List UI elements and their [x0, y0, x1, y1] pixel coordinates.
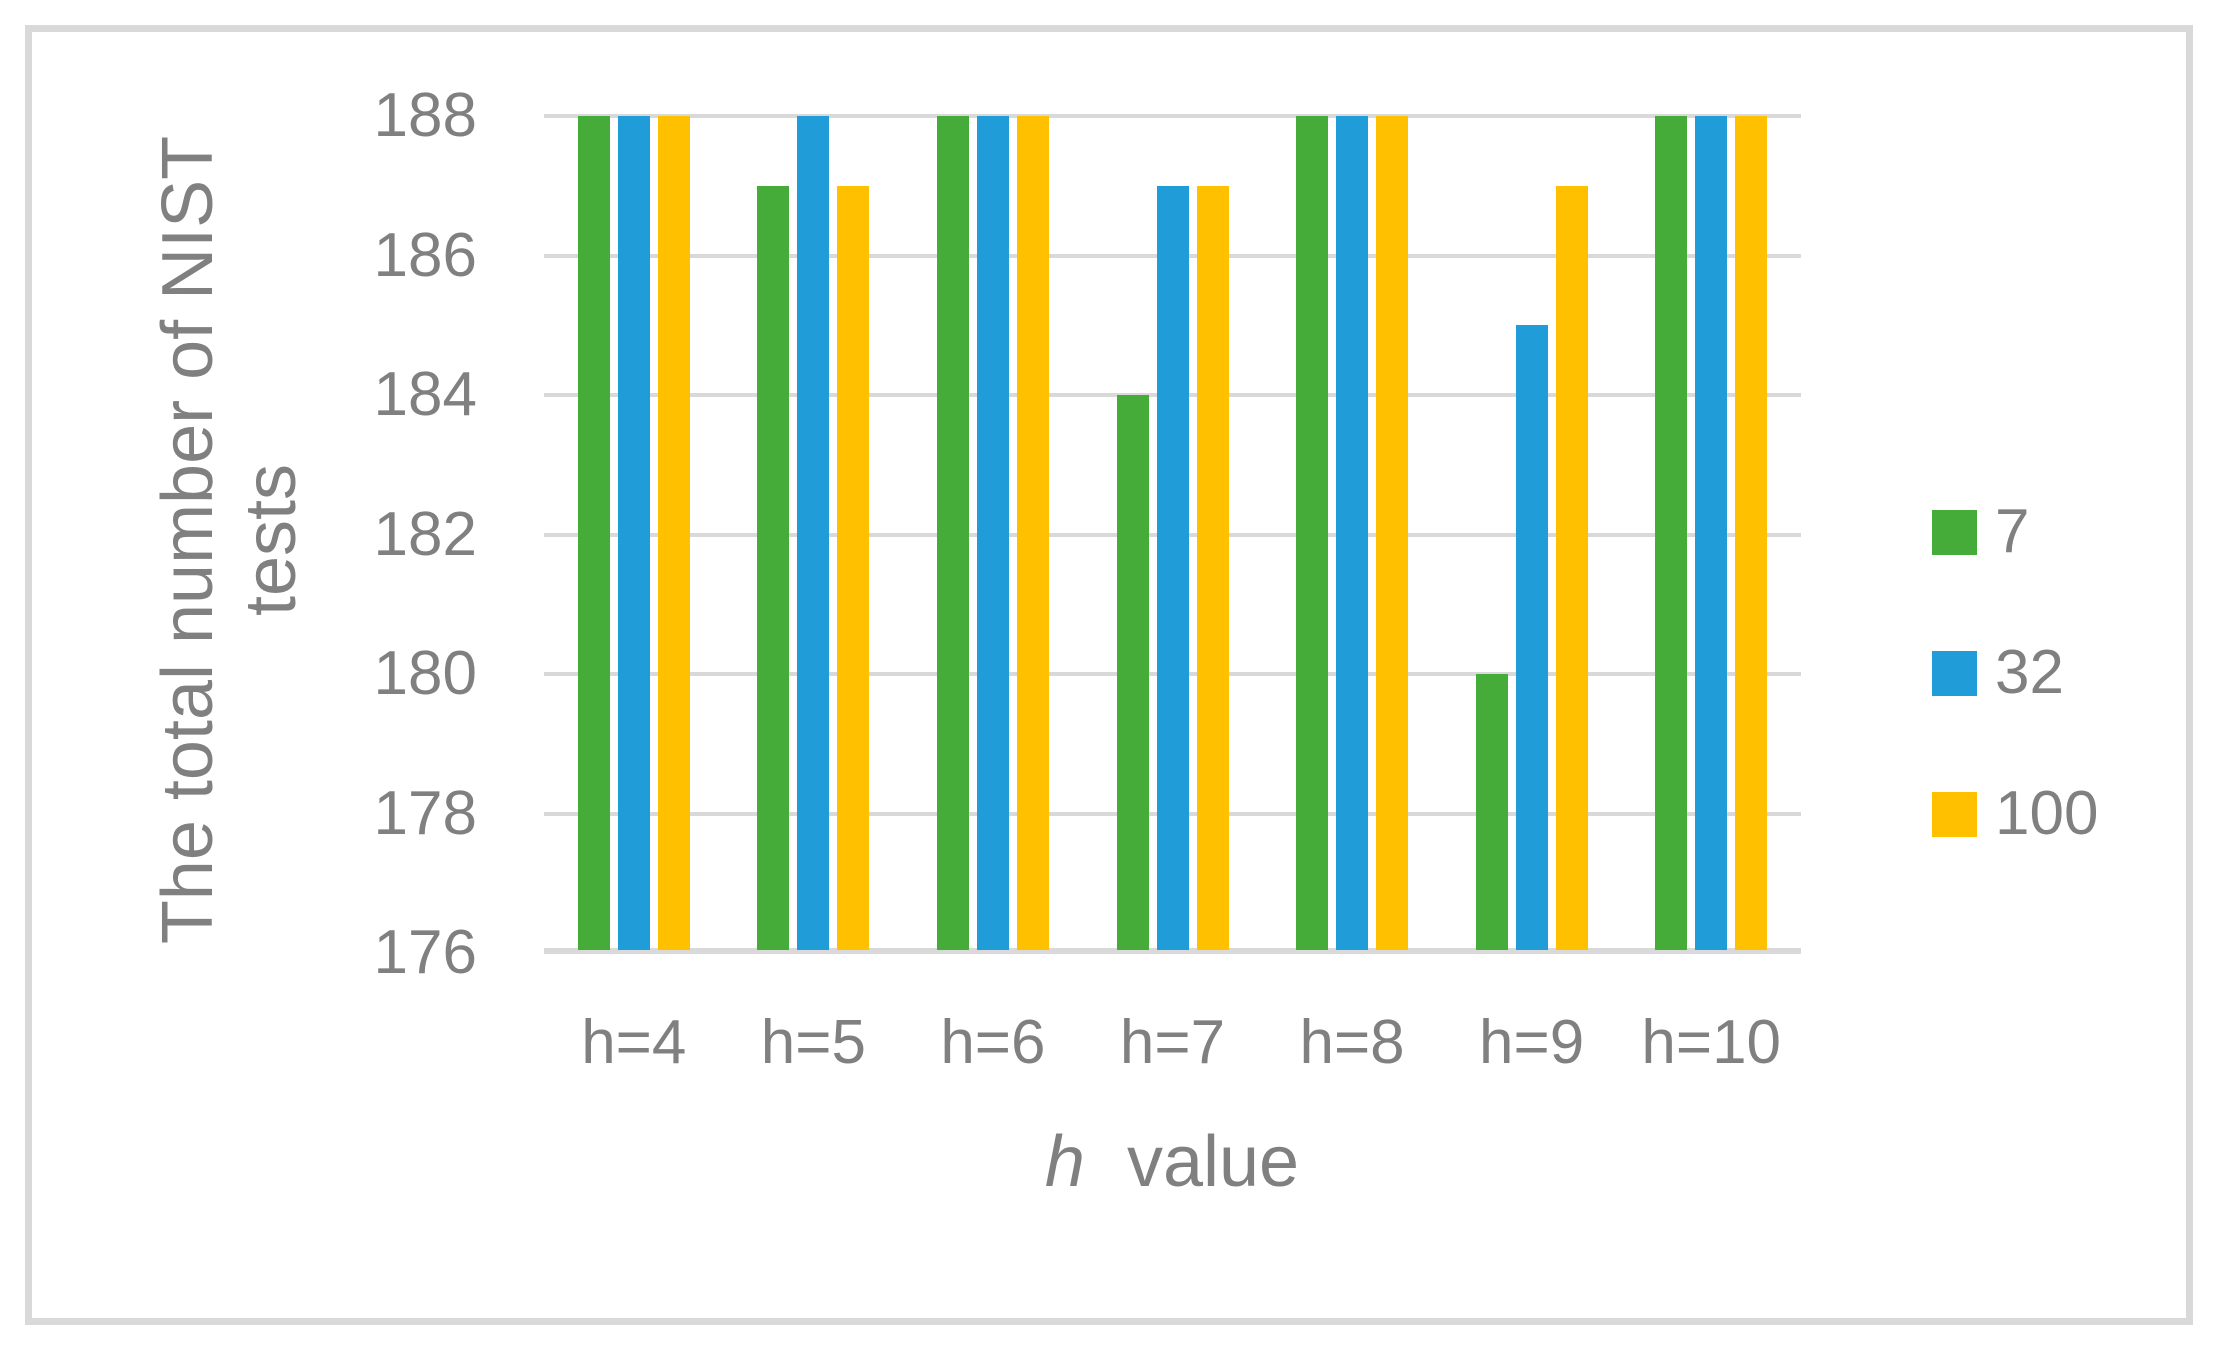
x-axis-title: h value: [1045, 1126, 1299, 1198]
gridline: [544, 114, 1801, 118]
bar-100-h=4: [657, 116, 690, 950]
bar-32-h=5: [797, 116, 830, 950]
legend-item-32: 32: [1932, 642, 2098, 704]
bar-32-h=10: [1695, 116, 1728, 950]
figure-border: [25, 25, 2193, 1325]
x-tick-label: h=8: [1299, 1008, 1405, 1077]
y-axis-title: The total number of NIST tests: [147, 136, 313, 944]
y-tick-label: 178: [373, 778, 477, 848]
bar-7-h=5: [757, 185, 790, 950]
legend-label: 7: [1995, 497, 2030, 566]
x-axis-line: [544, 948, 1801, 954]
bar-100-h=9: [1555, 185, 1588, 950]
legend-swatch-icon: [1932, 791, 1977, 837]
x-tick-label: h=7: [1119, 1008, 1226, 1077]
bar-32-h=7: [1156, 185, 1189, 950]
bar-7-h=4: [577, 116, 610, 950]
legend-item-100: 100: [1932, 783, 2098, 845]
legend-label: 32: [1995, 638, 2064, 707]
x-tick-label: h=10: [1641, 1008, 1782, 1077]
bar-100-h=10: [1735, 116, 1768, 950]
bar-32-h=4: [617, 116, 650, 950]
y-tick-label: 184: [373, 360, 477, 429]
legend-swatch-icon: [1932, 509, 1977, 555]
bar-100-h=5: [837, 185, 870, 950]
bar-32-h=9: [1515, 325, 1548, 950]
bar-100-h=8: [1376, 116, 1409, 950]
legend-swatch-icon: [1932, 650, 1977, 696]
y-tick-label: 188: [373, 81, 477, 150]
bar-7-h=9: [1475, 674, 1508, 950]
y-tick-label: 180: [373, 639, 477, 708]
y-tick-label: 176: [373, 918, 477, 987]
x-tick-label: h=6: [940, 1008, 1046, 1077]
legend-label: 100: [1995, 779, 2099, 848]
y-axis-title-line2: tests: [231, 463, 311, 617]
x-tick-label: h=5: [760, 1008, 866, 1077]
x-tick-label: h=9: [1479, 1008, 1585, 1077]
bar-7-h=8: [1296, 116, 1329, 950]
legend: 7 32 100: [1932, 501, 2098, 845]
bar-100-h=7: [1196, 185, 1229, 950]
bar-7-h=7: [1116, 395, 1149, 950]
bar-100-h=6: [1016, 116, 1049, 950]
x-axis-title-variable: h: [1044, 1122, 1085, 1202]
x-axis-title-rest: value: [1126, 1122, 1300, 1202]
y-axis-title-line1: The total number of NIST: [148, 135, 229, 945]
x-tick-label: h=4: [581, 1008, 687, 1077]
y-tick-label: 182: [373, 499, 477, 569]
bar-32-h=8: [1336, 116, 1369, 950]
bar-7-h=6: [936, 116, 969, 950]
legend-item-7: 7: [1932, 501, 2098, 563]
bar-7-h=10: [1655, 116, 1688, 950]
bar-32-h=6: [976, 116, 1009, 950]
y-tick-label: 186: [373, 220, 477, 290]
